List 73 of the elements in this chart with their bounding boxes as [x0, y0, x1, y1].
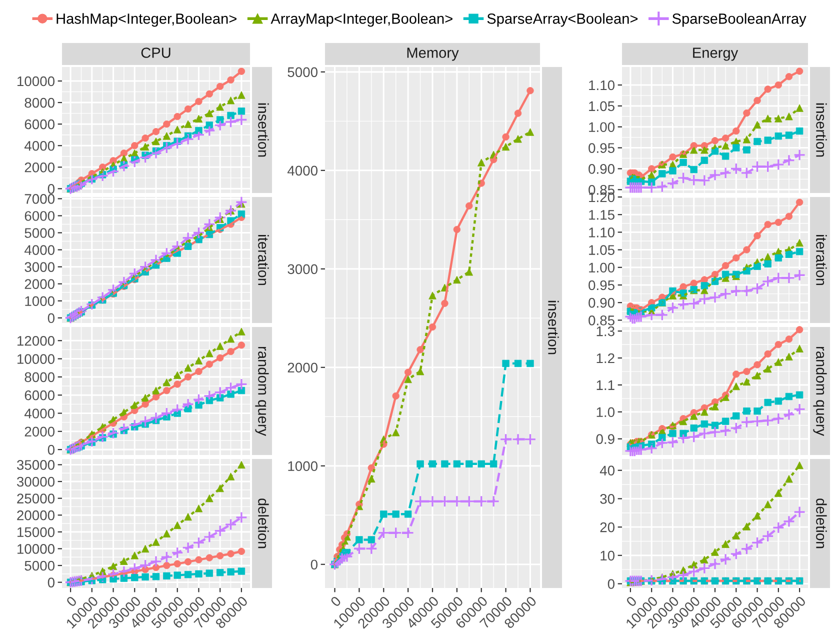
y-tick-label: 2000: [24, 279, 55, 290]
y-tick-label: 4000: [24, 245, 55, 255]
y-tick-label: 10000: [17, 354, 55, 364]
y-tick-label: 4000: [24, 408, 55, 418]
y-tick-label: 0.85: [588, 316, 614, 326]
text: random query: [255, 346, 269, 436]
y-tick-label: 0.95: [588, 143, 614, 153]
y-tick-label: 0.9: [596, 434, 614, 444]
y-tick-label: 25000: [17, 494, 55, 504]
y-tick-label: 3000: [288, 264, 318, 274]
y-tick-label: 2000: [24, 162, 55, 172]
text: insertion: [258, 103, 269, 157]
text: deletion: [258, 498, 269, 548]
chart-title: CPU: [141, 48, 170, 58]
y-tick-label: 5000: [24, 228, 55, 238]
y-tick-label: 0: [48, 444, 55, 455]
text: iteration: [258, 235, 269, 285]
y-tick-label: 4000: [24, 140, 55, 151]
y-tick-label: 0: [48, 313, 55, 324]
text: iteration: [816, 235, 827, 285]
legend-label: SparseArray<Boolean>: [487, 13, 638, 27]
y-tick-label: 20000: [17, 510, 55, 520]
y-tick-label: 8000: [24, 372, 55, 382]
y-tick-label: 1.00: [589, 122, 615, 132]
y-tick-label: 30000: [16, 476, 55, 487]
y-tick-label: 1.2: [596, 353, 614, 364]
text: insertion: [816, 103, 827, 157]
y-tick-label: 1.15: [589, 210, 614, 220]
y-tick-label: 1.10: [589, 228, 615, 238]
y-tick-label: 10000: [17, 76, 55, 86]
y-tick-label: 3000: [24, 262, 55, 272]
y-tick-label: 1.05: [589, 101, 614, 112]
y-tick-label: 30: [600, 494, 615, 504]
chart-title: Energy: [693, 48, 738, 61]
y-tick-label: 0.90: [588, 298, 615, 308]
y-tick-label: 15000: [17, 527, 55, 538]
y-tick-label: 0: [310, 560, 318, 570]
y-tick-label: 0: [48, 578, 55, 588]
y-tick-label: 0: [608, 579, 615, 589]
legend-label: SparseBooleanArray: [672, 13, 806, 27]
y-tick-label: 1.05: [589, 245, 614, 255]
y-tick-label: 5000: [288, 67, 318, 78]
y-tick-label: 10000: [17, 544, 55, 554]
y-tick-label: 35000: [16, 460, 55, 470]
y-tick-label: 0.95: [588, 280, 614, 290]
y-tick-label: 8000: [24, 98, 55, 108]
text: deletion: [816, 498, 827, 548]
y-tick-label: 7000: [24, 194, 55, 204]
y-tick-label: 1000: [25, 296, 55, 306]
y-tick-label: 6000: [24, 211, 55, 221]
y-tick-label: 10: [600, 550, 615, 561]
y-tick-label: 1.10: [589, 80, 615, 90]
chart-title: Memory: [407, 48, 459, 61]
y-tick-label: 12000: [17, 336, 55, 346]
text: random query: [813, 346, 827, 436]
y-tick-label: 1000: [288, 461, 318, 472]
y-tick-label: 0: [48, 184, 55, 194]
y-tick-label: 2000: [24, 426, 55, 437]
y-tick-label: 4000: [287, 166, 318, 176]
y-tick-label: 1.0: [596, 407, 615, 418]
y-tick-label: 5000: [24, 560, 55, 571]
y-tick-label: 0.90: [588, 164, 615, 174]
text: insertion: [548, 300, 559, 354]
y-tick-label: 1.00: [589, 262, 615, 273]
y-tick-label: 2000: [288, 362, 318, 373]
legend-label: ArrayMap<Integer,Boolean>: [270, 13, 452, 27]
y-tick-label: 40: [600, 466, 615, 476]
legend-label: HashMap<Integer,Boolean>: [56, 13, 236, 27]
y-tick-label: 6000: [24, 119, 55, 130]
y-tick-label: 1.1: [596, 380, 614, 390]
y-tick-label: 20: [600, 522, 615, 532]
y-tick-label: 6000: [24, 390, 55, 400]
y-tick-label: 1.3: [596, 326, 614, 336]
